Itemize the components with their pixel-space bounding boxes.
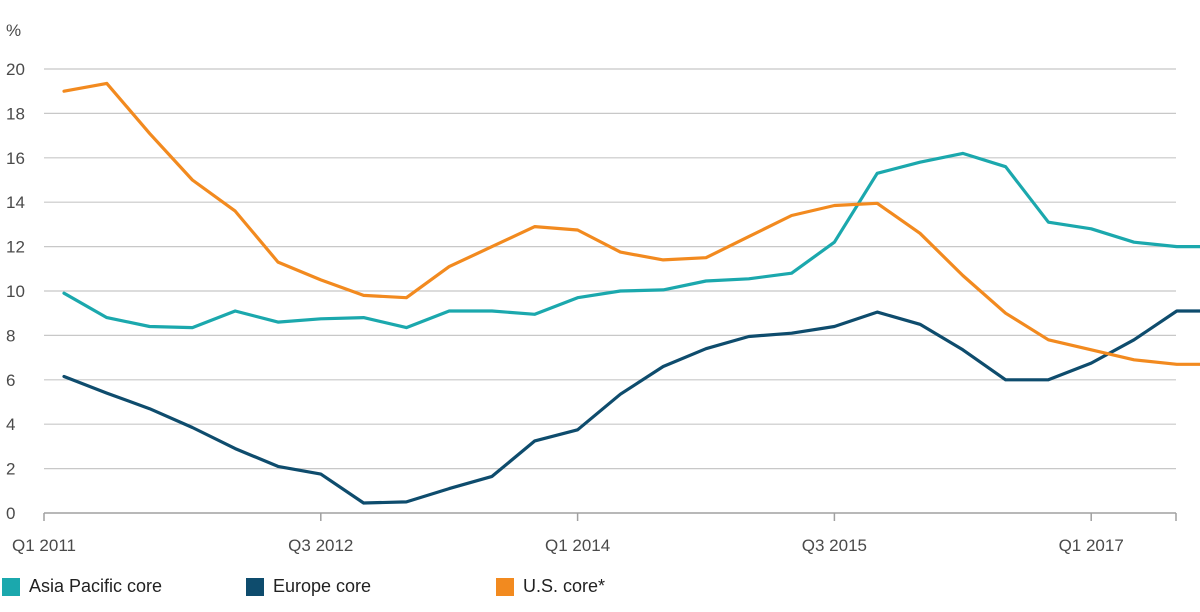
legend-item-europe: Europe core: [246, 576, 371, 597]
series-line-asia-pacific-core: [62, 151, 1200, 330]
legend-swatch-europe: [246, 577, 264, 596]
legend-label-asia-pacific: Asia Pacific core: [29, 576, 163, 596]
x-tick-label: Q3 2012: [288, 536, 353, 555]
legend: Asia Pacific core Europe core U.S. core*: [0, 576, 1200, 606]
series-line-u-s-core: [62, 81, 1200, 366]
legend-swatch-us: [496, 577, 514, 596]
series-lines: [62, 81, 1200, 505]
legend-label-us: U.S. core*: [523, 576, 606, 596]
y-tick-label: 8: [6, 326, 15, 345]
legend-item-us: U.S. core*: [496, 576, 605, 597]
x-tick-label: Q1 2017: [1059, 536, 1124, 555]
y-tick-label: 10: [6, 282, 25, 301]
y-tick-label: 14: [6, 193, 25, 212]
x-tick-label: Q1 2011: [12, 536, 76, 555]
y-tick-label: 20: [6, 60, 25, 79]
y-axis-unit-label: %: [6, 21, 21, 40]
y-axis-tick-labels: 0 2 4 6 8 10 12 14 16 18 20: [6, 60, 25, 523]
x-tick-label: Q3 2015: [802, 536, 867, 555]
gridlines: [44, 68, 1176, 470]
y-tick-label: 16: [6, 149, 25, 168]
y-tick-label: 0: [6, 504, 15, 523]
y-tick-label: 2: [6, 460, 15, 479]
y-tick-label: 6: [6, 371, 15, 390]
x-axis: Q1 2011 Q3 2012 Q1 2014 Q3 2015 Q1 2017: [12, 512, 1177, 555]
y-tick-label: 18: [6, 104, 25, 123]
y-tick-label: 4: [6, 415, 15, 434]
series-line-europe-core: [62, 309, 1200, 505]
legend-swatch-asia-pacific: [2, 577, 20, 596]
y-tick-label: 12: [6, 238, 25, 257]
legend-item-asia-pacific: Asia Pacific core: [2, 576, 162, 597]
legend-label-europe: Europe core: [273, 576, 372, 596]
x-tick-label: Q1 2014: [545, 536, 610, 555]
